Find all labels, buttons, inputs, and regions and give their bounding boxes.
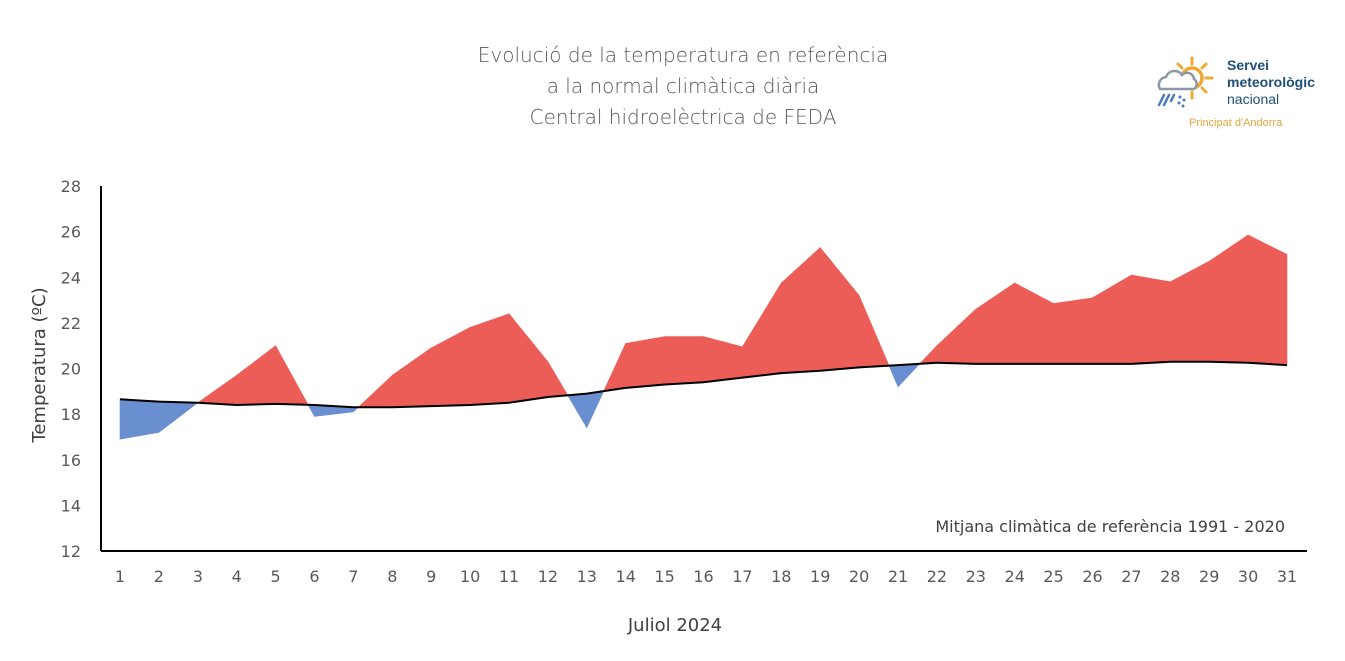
x-tick-label: 23	[966, 567, 986, 586]
above-normal-area-day-27	[1131, 274, 1171, 365]
reference-annotation: Mitjana climàtica de referència 1991 - 2…	[935, 517, 1285, 536]
x-tick-label: 26	[1082, 567, 1102, 586]
above-normal-area-day-14	[603, 343, 627, 392]
above-normal-area-day-25	[1053, 297, 1093, 365]
above-normal-area-day-19	[819, 246, 860, 372]
above-normal-area-day-11	[508, 312, 549, 404]
x-tick-label: 22	[927, 567, 947, 586]
above-normal-area-day-20	[858, 295, 890, 368]
above-normal-area-day-12	[547, 360, 569, 398]
above-normal-area-day-17	[742, 281, 782, 378]
anomaly-areas	[119, 234, 1288, 440]
above-normal-area-day-15	[664, 336, 704, 385]
logo-subtitle: Principat d'Andorra	[1189, 117, 1283, 129]
x-tick-label: 10	[460, 567, 480, 586]
x-tick-label: 2	[154, 567, 164, 586]
logo-line-1: Servei	[1227, 57, 1270, 73]
logo-text: Servei meteorològic nacional	[1227, 57, 1315, 108]
above-normal-area-day-10	[469, 313, 510, 406]
above-normal-area-day-22	[918, 344, 938, 365]
below-normal-area-day-21	[897, 363, 921, 388]
x-tick-label: 21	[888, 567, 908, 586]
below-normal-area-day-21	[888, 364, 899, 387]
above-normal-area-day-5	[275, 345, 309, 406]
y-tick-label: 14	[61, 496, 81, 515]
x-axis-title: Juliol 2024	[627, 615, 722, 636]
above-normal-area-day-23	[975, 282, 1016, 365]
above-normal-area-day-26	[1092, 274, 1132, 365]
y-tick-label: 20	[61, 360, 81, 379]
below-normal-area-day-1	[119, 398, 160, 440]
x-tick-label: 4	[232, 567, 242, 586]
x-tick-label: 31	[1277, 567, 1297, 586]
above-normal-area-day-18	[780, 246, 821, 374]
above-normal-area-day-22	[936, 308, 977, 365]
x-tick-label: 29	[1199, 567, 1219, 586]
logo-line-2: meteorològic	[1227, 74, 1315, 90]
below-normal-area-day-13	[586, 390, 605, 428]
above-normal-area-day-29	[1208, 234, 1249, 364]
x-tick-label: 17	[732, 567, 752, 586]
x-tick-label: 19	[810, 567, 830, 586]
above-normal-area-day-3	[196, 374, 237, 406]
above-normal-area-day-28	[1170, 260, 1210, 363]
x-tick-label: 1	[115, 567, 125, 586]
weather-sun-cloud-rain-snow-icon	[1157, 56, 1214, 108]
x-tick-label: 27	[1121, 567, 1141, 586]
x-tick-label: 7	[348, 567, 358, 586]
above-normal-area-day-16	[703, 336, 743, 383]
logo-line-3: nacional	[1227, 91, 1280, 107]
y-tick-labels: 12 14 16 18 20 22 24 26 28	[61, 177, 81, 561]
x-tick-label: 6	[309, 567, 319, 586]
below-normal-area-day-13	[567, 393, 588, 429]
below-normal-area-day-6	[307, 404, 315, 417]
normal-line	[119, 360, 1288, 409]
x-tick-label: 9	[426, 567, 436, 586]
x-tick-label: 30	[1238, 567, 1258, 586]
smn-logo: Servei meteorològic nacional Principat d…	[1152, 55, 1342, 135]
x-tick-label: 16	[693, 567, 713, 586]
above-normal-area-day-9	[430, 326, 471, 407]
x-tick-label: 24	[1005, 567, 1025, 586]
x-tick-label: 3	[193, 567, 203, 586]
y-tick-label: 26	[61, 223, 81, 242]
x-tick-label: 28	[1160, 567, 1180, 586]
y-tick-label: 28	[61, 177, 81, 196]
below-normal-area-day-2	[158, 401, 199, 434]
y-tick-label: 16	[61, 451, 81, 470]
above-normal-area-day-24	[1014, 282, 1054, 365]
x-tick-label: 11	[499, 567, 519, 586]
y-tick-label: 24	[61, 268, 81, 287]
title-line-3: Central hidroelèctrica de FEDA	[530, 105, 837, 129]
y-tick-label: 22	[61, 314, 81, 333]
above-normal-area-day-8	[391, 347, 432, 408]
y-axis-title: Temperatura (ºC)	[29, 287, 50, 443]
x-tick-label: 8	[387, 567, 397, 586]
x-tick-label: 5	[271, 567, 281, 586]
title-line-1: Evolució de la temperatura en referència	[478, 43, 888, 67]
y-tick-label: 18	[61, 405, 81, 424]
above-normal-area-day-30	[1247, 234, 1288, 366]
x-tick-label: 13	[577, 567, 597, 586]
chart-title: Evolució de la temperatura en referència…	[478, 43, 888, 129]
above-normal-area-day-14	[625, 336, 665, 389]
title-line-2: a la normal climàtica diària	[547, 74, 820, 98]
above-normal-area-day-4	[236, 345, 276, 406]
x-tick-label: 25	[1043, 567, 1063, 586]
x-tick-label: 20	[849, 567, 869, 586]
x-tick-label: 12	[538, 567, 558, 586]
x-tick-label: 14	[616, 567, 636, 586]
x-tick-label: 15	[654, 567, 674, 586]
x-tick-label: 18	[771, 567, 791, 586]
above-normal-area-day-8	[357, 374, 393, 408]
x-tick-labels: 1 2 3 4 5 6 7 8 9 10 11 12 13 14 15 16 17 18 19 20 21 22 23 24 2…	[115, 567, 1297, 586]
y-tick-label: 12	[61, 542, 81, 561]
